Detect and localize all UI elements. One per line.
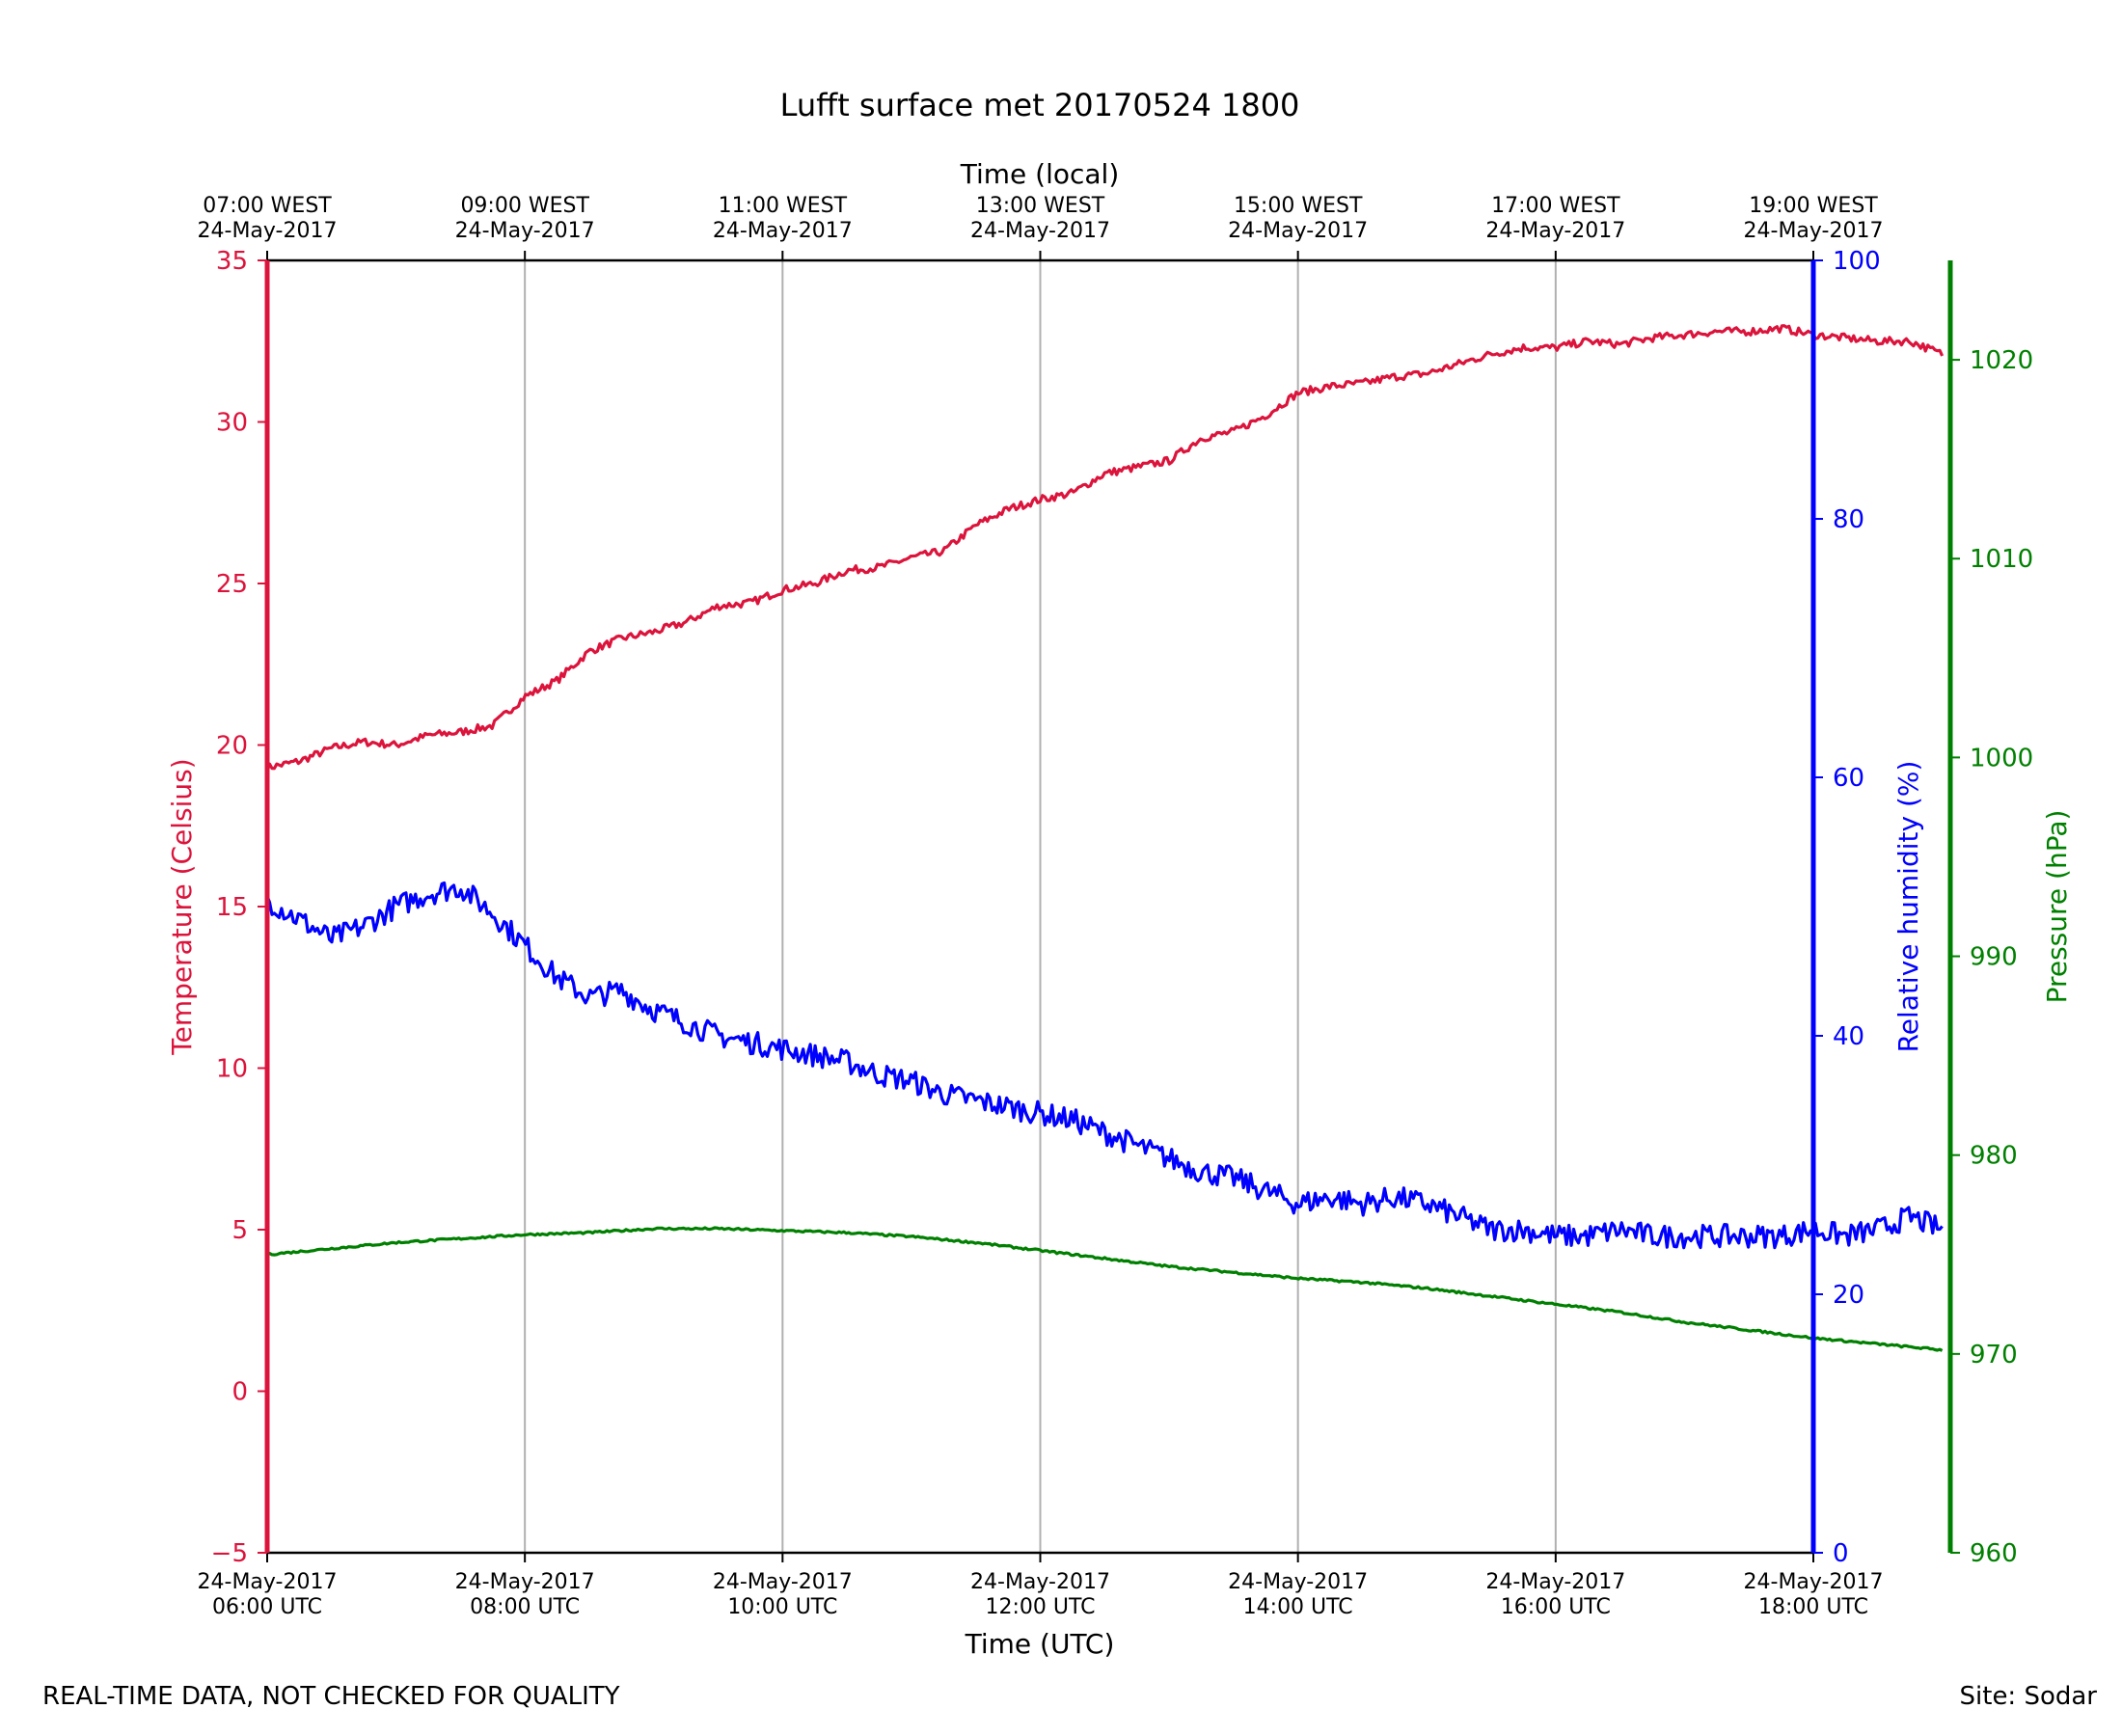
x-tick-label-top: 24-May-2017 <box>970 219 1110 243</box>
x-tick-label-bottom: 24-May-2017 <box>1228 1570 1368 1594</box>
pressure-series-line <box>266 1226 1944 1352</box>
x-tick-label-bottom: 08:00 UTC <box>470 1595 580 1619</box>
temperature-tick-label: −5 <box>211 1539 248 1568</box>
temperature-tick-label: 5 <box>231 1216 248 1245</box>
x-tick-label-bottom: 24-May-2017 <box>1744 1570 1884 1594</box>
temperature-tick-label: 0 <box>231 1378 248 1407</box>
x-tick-label-top: 17:00 WEST <box>1491 194 1620 218</box>
x-axis-label-top: Time (local) <box>960 158 1120 190</box>
x-tick-label-bottom: 10:00 UTC <box>727 1595 837 1619</box>
x-tick-label-bottom: 24-May-2017 <box>970 1570 1110 1594</box>
temperature-tick-label: 30 <box>216 409 248 438</box>
x-tick-label-bottom: 24-May-2017 <box>455 1570 595 1594</box>
temperature-axis-label: Temperature (Celsius) <box>166 758 198 1055</box>
x-tick-label-bottom: 14:00 UTC <box>1243 1595 1353 1619</box>
pressure-tick-label: 1020 <box>1970 346 2033 375</box>
humidity-series-line <box>265 881 1944 1250</box>
humidity-tick-label: 80 <box>1833 505 1864 534</box>
grid-lines <box>524 260 1557 1553</box>
x-tick-label-top: 24-May-2017 <box>455 219 595 243</box>
quality-disclaimer: REAL-TIME DATA, NOT CHECKED FOR QUALITY <box>42 1682 620 1711</box>
x-tick-label-top: 09:00 WEST <box>460 194 589 218</box>
pressure-tick-label: 1000 <box>1970 744 2033 773</box>
temperature-tick-label: 15 <box>216 893 248 922</box>
temperature-tick-label: 10 <box>216 1055 248 1084</box>
x-tick-label-bottom: 12:00 UTC <box>985 1595 1095 1619</box>
pressure-tick-label: 990 <box>1970 943 2018 972</box>
pressure-tick-label: 1010 <box>1970 545 2033 574</box>
x-tick-label-top: 07:00 WEST <box>203 194 332 218</box>
x-tick-label-top: 13:00 WEST <box>976 194 1105 218</box>
humidity-tick-label: 0 <box>1833 1539 1849 1568</box>
x-tick-label-top: 24-May-2017 <box>1744 219 1884 243</box>
x-tick-label-top: 24-May-2017 <box>1485 219 1625 243</box>
temperature-tick-label: 25 <box>216 570 248 599</box>
humidity-tick-label: 60 <box>1833 764 1864 793</box>
x-tick-label-bottom: 16:00 UTC <box>1501 1595 1611 1619</box>
x-tick-label-top: 24-May-2017 <box>198 219 338 243</box>
chart-title: Lufft surface met 20170524 1800 <box>780 87 1300 123</box>
temperature-tick-label: 35 <box>216 247 248 276</box>
x-tick-label-top: 24-May-2017 <box>1228 219 1368 243</box>
humidity-tick-label: 20 <box>1833 1281 1864 1310</box>
x-tick-label-bottom: 18:00 UTC <box>1758 1595 1868 1619</box>
x-tick-label-top: 24-May-2017 <box>713 219 853 243</box>
humidity-tick-label: 100 <box>1833 247 1881 276</box>
pressure-tick-label: 960 <box>1970 1539 2018 1568</box>
x-tick-label-bottom: 06:00 UTC <box>212 1595 322 1619</box>
x-tick-label-bottom: 24-May-2017 <box>198 1570 338 1594</box>
humidity-axis-label: Relative humidity (%) <box>1892 761 1924 1053</box>
temperature-series-line <box>265 324 1945 773</box>
temperature-tick-label: 20 <box>216 732 248 761</box>
x-axis-label-bottom: Time (UTC) <box>965 1628 1115 1660</box>
series-layer <box>265 324 1945 1352</box>
pressure-tick-label: 970 <box>1970 1341 2018 1370</box>
x-tick-label-bottom: 24-May-2017 <box>713 1570 853 1594</box>
x-tick-label-bottom: 24-May-2017 <box>1485 1570 1625 1594</box>
x-tick-label-top: 19:00 WEST <box>1749 194 1878 218</box>
site-label: Site: Sodar <box>1959 1682 2097 1711</box>
pressure-tick-label: 980 <box>1970 1142 2018 1171</box>
humidity-tick-label: 40 <box>1833 1022 1864 1051</box>
x-tick-label-top: 15:00 WEST <box>1234 194 1363 218</box>
x-tick-label-top: 11:00 WEST <box>719 194 848 218</box>
pressure-axis-label: Pressure (hPa) <box>2041 810 2073 1004</box>
